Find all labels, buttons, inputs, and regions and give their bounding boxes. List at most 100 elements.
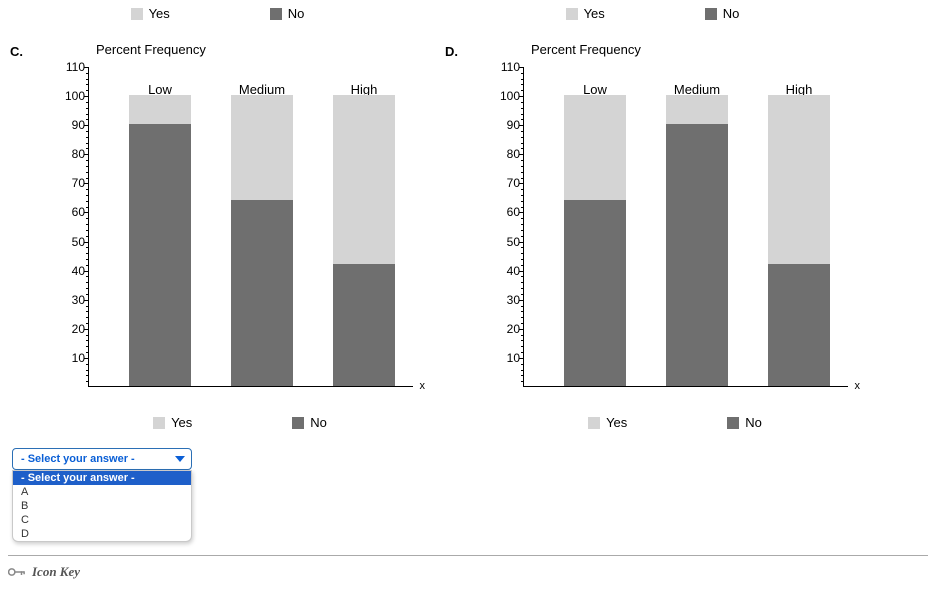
legend-bottom: Yes No	[495, 415, 855, 430]
y-tick-mark	[84, 96, 89, 97]
y-tick-label: 110	[494, 61, 520, 73]
bar-segment-yes	[666, 95, 728, 124]
y-minor-tick	[86, 352, 89, 353]
y-minor-tick	[521, 253, 524, 254]
y-minor-tick	[86, 131, 89, 132]
y-tick-mark	[519, 242, 524, 243]
y-minor-tick	[521, 306, 524, 307]
y-tick-mark	[519, 154, 524, 155]
y-tick-label: 50	[59, 236, 85, 248]
y-tick-label: 60	[59, 206, 85, 218]
y-minor-tick	[521, 236, 524, 237]
y-minor-tick	[86, 236, 89, 237]
legend-label-yes: Yes	[171, 415, 192, 430]
y-minor-tick	[86, 381, 89, 382]
y-minor-tick	[86, 288, 89, 289]
y-minor-tick	[521, 224, 524, 225]
y-minor-tick	[521, 90, 524, 91]
y-minor-tick	[86, 90, 89, 91]
y-minor-tick	[86, 119, 89, 120]
legend-item-yes: Yes	[153, 415, 192, 430]
chart-area: Percent Frequency10203040506070809010011…	[495, 42, 855, 402]
y-tick-mark	[519, 358, 524, 359]
y-tick-label: 70	[59, 177, 85, 189]
answer-dropdown-list[interactable]: - Select your answer -ABCD	[12, 470, 192, 542]
key-icon	[8, 565, 26, 579]
bar-group	[231, 95, 293, 386]
y-tick-label: 110	[59, 61, 85, 73]
y-minor-tick	[521, 346, 524, 347]
legend-item-yes: Yes	[131, 6, 170, 21]
y-minor-tick	[86, 282, 89, 283]
y-tick-label: 20	[494, 323, 520, 335]
answer-dropdown-button[interactable]: - Select your answer -	[12, 448, 192, 470]
y-minor-tick	[521, 370, 524, 371]
dropdown-option[interactable]: D	[13, 527, 191, 541]
y-tick-mark	[84, 329, 89, 330]
y-tick-mark	[519, 271, 524, 272]
y-minor-tick	[521, 160, 524, 161]
dropdown-option[interactable]: A	[13, 485, 191, 499]
bar-segment-no	[768, 264, 830, 386]
y-minor-tick	[521, 172, 524, 173]
y-minor-tick	[521, 230, 524, 231]
y-tick-label: 10	[59, 352, 85, 364]
y-minor-tick	[86, 108, 89, 109]
y-minor-tick	[521, 282, 524, 283]
dropdown-option[interactable]: B	[13, 499, 191, 513]
y-minor-tick	[521, 375, 524, 376]
icon-key-label: Icon Key	[32, 564, 80, 580]
chart-panel-D: YesNoD.Percent Frequency1020304050607080…	[435, 0, 870, 430]
y-minor-tick	[521, 276, 524, 277]
bar-group	[564, 95, 626, 386]
y-minor-tick	[86, 166, 89, 167]
charts-row: YesNoC.Percent Frequency1020304050607080…	[0, 0, 942, 430]
y-tick-label: 30	[494, 294, 520, 306]
legend-swatch-yes	[131, 8, 143, 20]
y-minor-tick	[521, 335, 524, 336]
y-minor-tick	[521, 294, 524, 295]
legend-label-yes: Yes	[606, 415, 627, 430]
legend-swatch-no	[270, 8, 282, 20]
y-tick-label: 60	[494, 206, 520, 218]
dropdown-option[interactable]: C	[13, 513, 191, 527]
bar-segment-no	[564, 200, 626, 386]
y-minor-tick	[521, 317, 524, 318]
y-tick-label: 30	[59, 294, 85, 306]
dropdown-option[interactable]: - Select your answer -	[13, 471, 191, 485]
y-tick-mark	[84, 242, 89, 243]
y-minor-tick	[521, 114, 524, 115]
y-minor-tick	[86, 189, 89, 190]
y-minor-tick	[86, 346, 89, 347]
y-minor-tick	[521, 218, 524, 219]
y-minor-tick	[86, 375, 89, 376]
y-minor-tick	[86, 195, 89, 196]
y-tick-label: 10	[494, 352, 520, 364]
y-tick-mark	[519, 183, 524, 184]
legend-item-no: No	[727, 415, 762, 430]
y-minor-tick	[521, 259, 524, 260]
y-minor-tick	[86, 73, 89, 74]
legend-label-no: No	[310, 415, 327, 430]
bar-group	[768, 95, 830, 386]
legend-label-no: No	[723, 6, 740, 21]
y-minor-tick	[521, 137, 524, 138]
legend-swatch-no	[727, 417, 739, 429]
panel-label: D.	[445, 44, 458, 59]
y-minor-tick	[86, 247, 89, 248]
y-axis-title: Percent Frequency	[96, 42, 206, 57]
bar-segment-yes	[231, 95, 293, 200]
y-minor-tick	[86, 160, 89, 161]
chart-panel-C: YesNoC.Percent Frequency1020304050607080…	[0, 0, 435, 430]
bar-segment-yes	[333, 95, 395, 264]
legend-top: YesNo	[435, 6, 870, 21]
answer-dropdown[interactable]: - Select your answer - - Select your ans…	[12, 448, 192, 542]
legend-label-yes: Yes	[149, 6, 170, 21]
y-minor-tick	[86, 114, 89, 115]
y-minor-tick	[521, 207, 524, 208]
legend-label-no: No	[288, 6, 305, 21]
y-minor-tick	[521, 148, 524, 149]
y-axis-title: Percent Frequency	[531, 42, 641, 57]
legend-swatch-no	[292, 417, 304, 429]
y-tick-mark	[84, 358, 89, 359]
